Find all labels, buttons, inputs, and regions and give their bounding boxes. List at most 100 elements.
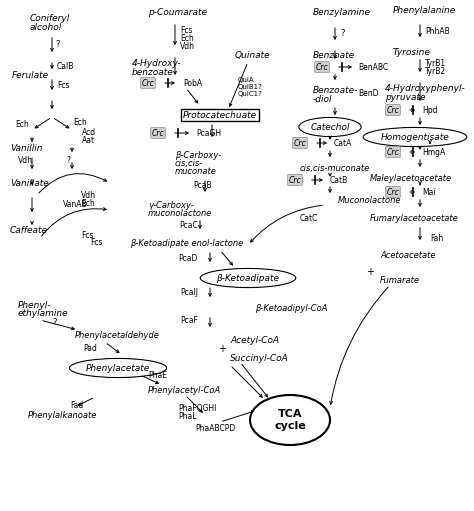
Text: Pad: Pad: [83, 343, 97, 353]
Text: Benzoate: Benzoate: [313, 51, 355, 59]
Text: Caffeate: Caffeate: [10, 225, 48, 235]
Text: Fah: Fah: [430, 234, 443, 243]
Text: Phenylalanine: Phenylalanine: [393, 6, 456, 14]
Text: TyrB1: TyrB1: [425, 58, 446, 67]
Text: alcohol: alcohol: [30, 22, 62, 32]
Text: QuiA: QuiA: [238, 77, 255, 83]
Text: BenABC: BenABC: [358, 62, 388, 72]
Text: Acetoacetate: Acetoacetate: [380, 250, 436, 260]
Text: Ech: Ech: [15, 120, 29, 128]
Text: Fcs: Fcs: [180, 26, 192, 35]
Text: Fumarate: Fumarate: [380, 275, 420, 285]
Text: Muconolactone: Muconolactone: [338, 196, 401, 204]
Text: +: +: [218, 344, 226, 354]
Text: Coniferyl: Coniferyl: [30, 13, 70, 22]
Text: β-Ketoadipyl-CoA: β-Ketoadipyl-CoA: [255, 304, 328, 313]
Text: Vdh: Vdh: [180, 41, 195, 51]
Text: muconolactone: muconolactone: [148, 208, 212, 218]
Text: Crc: Crc: [387, 148, 400, 156]
Text: VanAB: VanAB: [63, 199, 87, 208]
Text: Aat: Aat: [82, 135, 95, 145]
Text: PhaFOGHI: PhaFOGHI: [178, 404, 216, 412]
Text: PcaF: PcaF: [180, 315, 198, 324]
Text: Catechol: Catechol: [310, 123, 350, 131]
Text: ?: ?: [66, 155, 70, 165]
Text: 4-Hydroxyphenyl-: 4-Hydroxyphenyl-: [385, 83, 466, 92]
Ellipse shape: [250, 395, 330, 445]
Text: Mai: Mai: [422, 188, 436, 197]
Text: PcaB: PcaB: [193, 180, 211, 190]
Text: Crc: Crc: [142, 79, 155, 87]
Text: -diol: -diol: [313, 95, 332, 104]
Text: PhaL: PhaL: [178, 411, 197, 421]
Text: Crc: Crc: [387, 188, 400, 197]
Text: pyruvate: pyruvate: [385, 92, 426, 102]
Text: Crc: Crc: [293, 138, 306, 148]
Text: PhhAB: PhhAB: [425, 27, 450, 35]
Text: QuiC1?: QuiC1?: [238, 91, 263, 97]
Text: ?: ?: [53, 317, 57, 327]
Text: PcaIJ: PcaIJ: [180, 288, 198, 296]
Text: CatA: CatA: [334, 138, 352, 148]
Text: Crc: Crc: [387, 105, 400, 114]
Text: Ech: Ech: [180, 34, 194, 42]
Text: Tyrosine: Tyrosine: [393, 48, 431, 57]
Text: Fcs: Fcs: [57, 81, 70, 89]
Text: Crc: Crc: [316, 62, 328, 72]
Text: Succinyl-CoA: Succinyl-CoA: [230, 354, 289, 362]
Text: Ferulate: Ferulate: [12, 71, 49, 80]
Text: Fumarylacetoacetate: Fumarylacetoacetate: [370, 214, 459, 222]
Text: cis,cis-muconate: cis,cis-muconate: [300, 164, 370, 173]
Text: ethylamine: ethylamine: [18, 309, 69, 317]
Text: Homogentisate: Homogentisate: [381, 132, 449, 142]
Text: PhaE: PhaE: [148, 370, 167, 380]
Text: Benzylamine: Benzylamine: [313, 8, 371, 16]
Text: Acetyl-CoA: Acetyl-CoA: [230, 336, 279, 344]
Text: Ech: Ech: [73, 118, 87, 127]
Text: CatB: CatB: [330, 175, 348, 184]
Text: Hpd: Hpd: [422, 105, 438, 114]
Text: PcaGH: PcaGH: [196, 128, 221, 137]
Text: Ech: Ech: [81, 198, 95, 207]
Text: PhaABCPD: PhaABCPD: [195, 424, 235, 432]
Text: CatC: CatC: [300, 214, 318, 222]
Text: Vanillate: Vanillate: [10, 178, 49, 188]
Text: p-Coumarate: p-Coumarate: [148, 8, 207, 16]
Text: benzoate: benzoate: [132, 67, 174, 77]
Text: Fcs: Fcs: [82, 230, 94, 240]
Text: cis,cis-: cis,cis-: [175, 158, 203, 168]
Text: γ-Carboxy-: γ-Carboxy-: [148, 200, 194, 210]
Text: Vdh: Vdh: [18, 155, 33, 165]
Text: Phenylalkanoate: Phenylalkanoate: [28, 410, 97, 420]
Text: Fad: Fad: [70, 401, 83, 409]
Text: TyrB2: TyrB2: [425, 66, 446, 76]
Text: Vdh: Vdh: [81, 191, 95, 199]
Text: Crc: Crc: [152, 128, 164, 137]
Text: Vanillin: Vanillin: [10, 144, 43, 152]
Text: ?: ?: [56, 39, 60, 49]
Text: Quinate: Quinate: [235, 51, 271, 59]
Text: ?: ?: [340, 29, 345, 37]
Text: Phenylacetyl-CoA: Phenylacetyl-CoA: [148, 385, 221, 394]
Text: PcaC: PcaC: [179, 221, 198, 229]
Text: muconate: muconate: [175, 167, 217, 175]
Text: TCA
cycle: TCA cycle: [274, 409, 306, 431]
Text: Phenylacetate: Phenylacetate: [86, 363, 150, 373]
Text: BenD: BenD: [358, 88, 379, 98]
Text: Crc: Crc: [289, 175, 301, 184]
Text: Protocatechuate: Protocatechuate: [183, 110, 257, 120]
Text: PcaD: PcaD: [179, 253, 198, 263]
Text: Benzoate-: Benzoate-: [313, 85, 358, 95]
Text: CalB: CalB: [57, 61, 74, 71]
Text: Fcs: Fcs: [91, 238, 103, 246]
Text: Maleylacetoacetate: Maleylacetoacetate: [370, 174, 452, 182]
Text: 4-Hydroxy-: 4-Hydroxy-: [132, 58, 182, 67]
Text: +: +: [366, 267, 374, 277]
Text: PobA: PobA: [183, 79, 202, 87]
Text: β-Carboxy-: β-Carboxy-: [175, 151, 221, 159]
Text: β-Ketoadipate enol-lactone: β-Ketoadipate enol-lactone: [130, 239, 243, 247]
Text: QuiB1?: QuiB1?: [238, 84, 263, 90]
Text: Phenylacetaldehyde: Phenylacetaldehyde: [75, 331, 160, 339]
Text: Phenyl-: Phenyl-: [18, 300, 52, 310]
Text: Acd: Acd: [82, 128, 96, 136]
